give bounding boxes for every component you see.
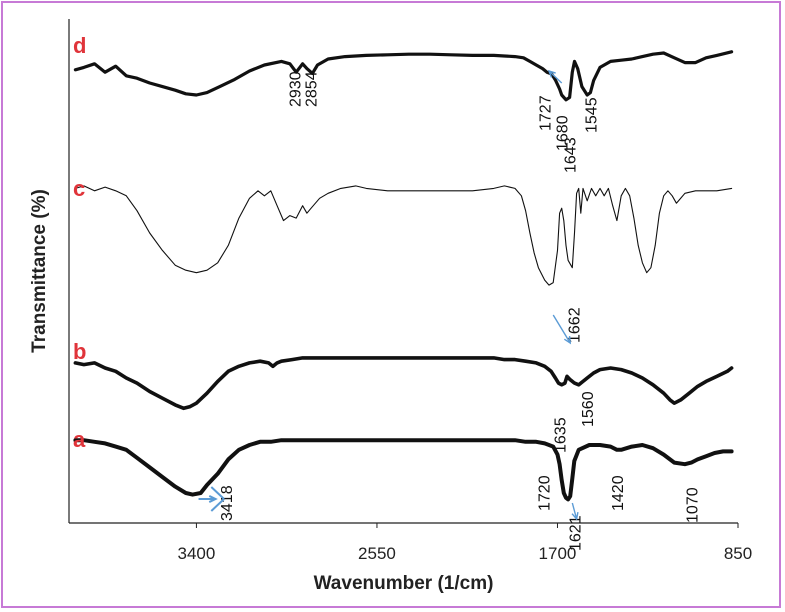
peak-label-1420: 1420 [610, 475, 627, 511]
arrow-3418-head [208, 495, 218, 503]
arrow-1662 [552, 314, 571, 344]
peak-label-2854: 2854 [304, 71, 321, 107]
arrow-3418-bottom [210, 498, 225, 512]
curve-label-b: b [73, 339, 86, 364]
peak-label-1560: 1560 [580, 391, 597, 427]
arrow-1621 [571, 502, 578, 520]
peak-label-1545: 1545 [583, 97, 600, 133]
peak-label-1727: 1727 [538, 95, 555, 131]
x-tick-label: 2550 [358, 544, 396, 563]
x-axis-title: Wavenumber (1/cm) [314, 573, 494, 594]
x-tick-label: 3400 [178, 544, 216, 563]
peak-label-1621: 1621 [567, 515, 584, 551]
peak-label-1635: 1635 [553, 417, 570, 453]
curve-label-a: a [73, 427, 86, 452]
peak-label-1720: 1720 [537, 475, 554, 511]
spectrum-curve-d [73, 50, 734, 102]
curve-label-d: d [73, 33, 86, 58]
x-tick-label: 850 [724, 544, 752, 563]
peak-label-2930: 2930 [288, 71, 305, 107]
arrow-1662-head [563, 335, 572, 345]
peak-label-1070: 1070 [684, 487, 701, 523]
y-axis-title: Transmittance (%) [29, 189, 50, 353]
x-tick-label: 1700 [539, 544, 577, 563]
spectrum-curve-c [74, 185, 733, 286]
arrow-3418-top [210, 486, 225, 500]
peak-label-3418: 3418 [219, 485, 236, 521]
ftir-chart: 3400 2550 1700 850 Wavenumber (1/cm) Transmit… [29, 19, 752, 594]
spectrum-curve-a [73, 438, 734, 502]
spectrum-curve-b [73, 356, 734, 411]
peak-label-1643: 1643 [563, 137, 580, 173]
peak-label-1680: 1680 [555, 115, 572, 151]
arrow-1727 [548, 70, 563, 84]
peak-label-1662: 1662 [566, 307, 583, 343]
curve-label-c: c [73, 176, 85, 201]
arrow-1727-head [547, 69, 556, 78]
arrow-1621-head [571, 511, 579, 521]
